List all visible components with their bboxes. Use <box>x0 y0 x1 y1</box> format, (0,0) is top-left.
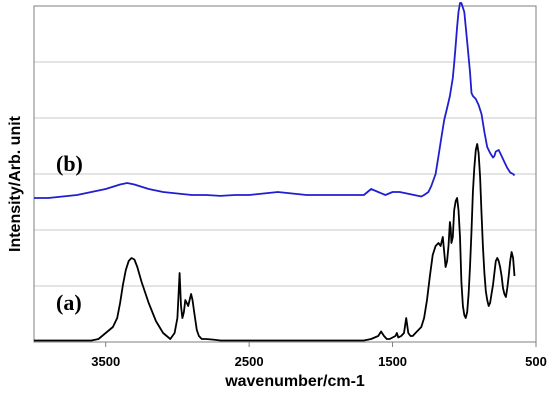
x-tick-label: 1500 <box>378 354 407 369</box>
x-tick-label: 500 <box>525 354 547 369</box>
series-a-line <box>34 143 516 342</box>
x-tick-label: 3500 <box>91 354 120 369</box>
series-lines <box>34 2 516 342</box>
series-label-a: (a) <box>56 290 82 315</box>
plot-area-frame <box>33 5 537 343</box>
series-label-b: (b) <box>56 151 83 176</box>
x-axis-ticks: 3500 2500 1500 500 <box>91 342 547 369</box>
x-axis-title: wavenumber/cm-1 <box>224 373 365 390</box>
y-axis-title: Intensity/Arb. unit <box>7 115 24 252</box>
series-b-line <box>34 2 516 199</box>
x-tick-label: 2500 <box>235 354 264 369</box>
